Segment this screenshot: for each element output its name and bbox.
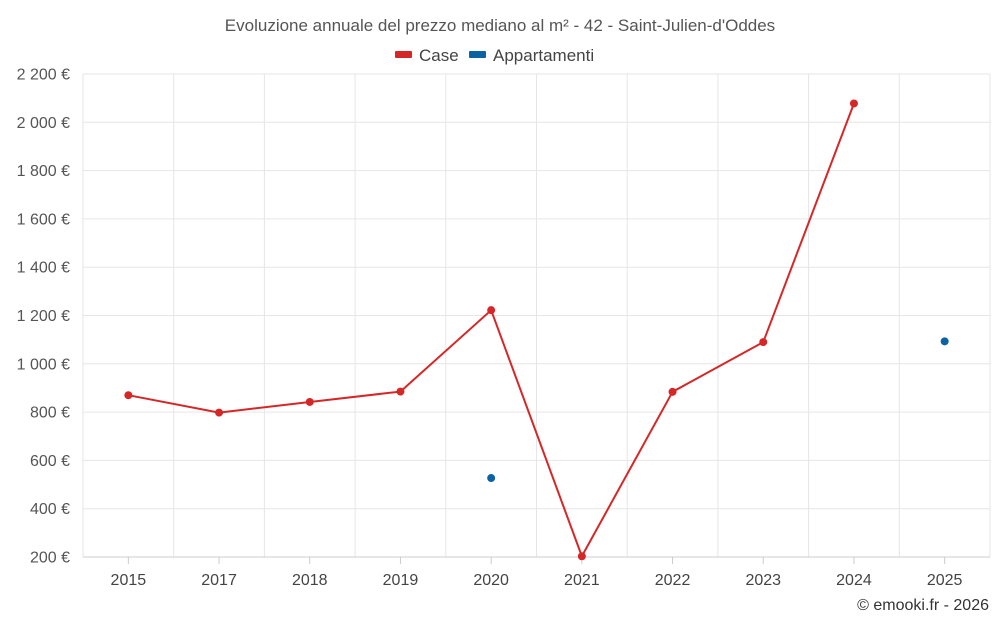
legend-swatch-case [395,51,412,58]
y-tick-label: 1 400 € [17,260,70,277]
series [124,99,949,561]
x-tick-label: 2024 [836,572,872,589]
x-tick-label: 2020 [473,572,509,589]
y-tick-label: 2 200 € [17,67,70,84]
data-point-case[interactable] [215,408,224,417]
x-tick-label: 2015 [111,572,147,589]
legend-item-case[interactable]: Case [395,46,459,65]
axes: 200 € 400 € 600 € 800 € 1 000 € 1 200 € 1 400 … [17,67,990,589]
data-point-case[interactable] [487,306,496,315]
y-tick-label: 600 € [30,453,70,470]
x-tick-label: 2025 [927,572,963,589]
y-tick-label: 1 800 € [17,163,70,180]
credit-text: © emooki.fr - 2026 [857,597,989,614]
y-tick-label: 1 200 € [17,308,70,325]
y-tick-label: 200 € [30,550,70,567]
data-point-appartamenti[interactable] [487,474,496,483]
data-point-appartamenti[interactable] [940,337,949,346]
x-tick-label: 2022 [655,572,691,589]
x-tick-label: 2018 [292,572,328,589]
data-point-case[interactable] [124,391,133,400]
y-tick-label: 1 600 € [17,211,70,228]
legend-swatch-appartamenti [469,51,486,58]
y-tick-label: 400 € [30,501,70,518]
data-point-case[interactable] [577,552,586,561]
data-point-case[interactable] [305,397,314,406]
legend-label-appartamenti: Appartamenti [493,46,594,65]
series-line-case [128,103,855,558]
y-tick-label: 1 000 € [17,356,70,373]
y-tick-label: 800 € [30,405,70,422]
x-tick-label: 2023 [745,572,781,589]
data-point-case[interactable] [668,387,677,396]
data-point-case[interactable] [759,338,768,347]
data-point-case[interactable] [396,387,405,396]
chart-title: Evoluzione annuale del prezzo mediano al… [225,16,775,35]
x-tick-label: 2019 [383,572,419,589]
x-tick-label: 2021 [564,572,600,589]
legend-label-case: Case [419,46,459,65]
x-tick-label: 2017 [201,572,237,589]
grid [82,73,991,558]
legend-item-appartamenti[interactable]: Appartamenti [469,46,594,65]
y-tick-label: 2 000 € [17,115,70,132]
legend: Case Appartamenti [395,46,594,65]
data-point-case[interactable] [849,99,858,108]
